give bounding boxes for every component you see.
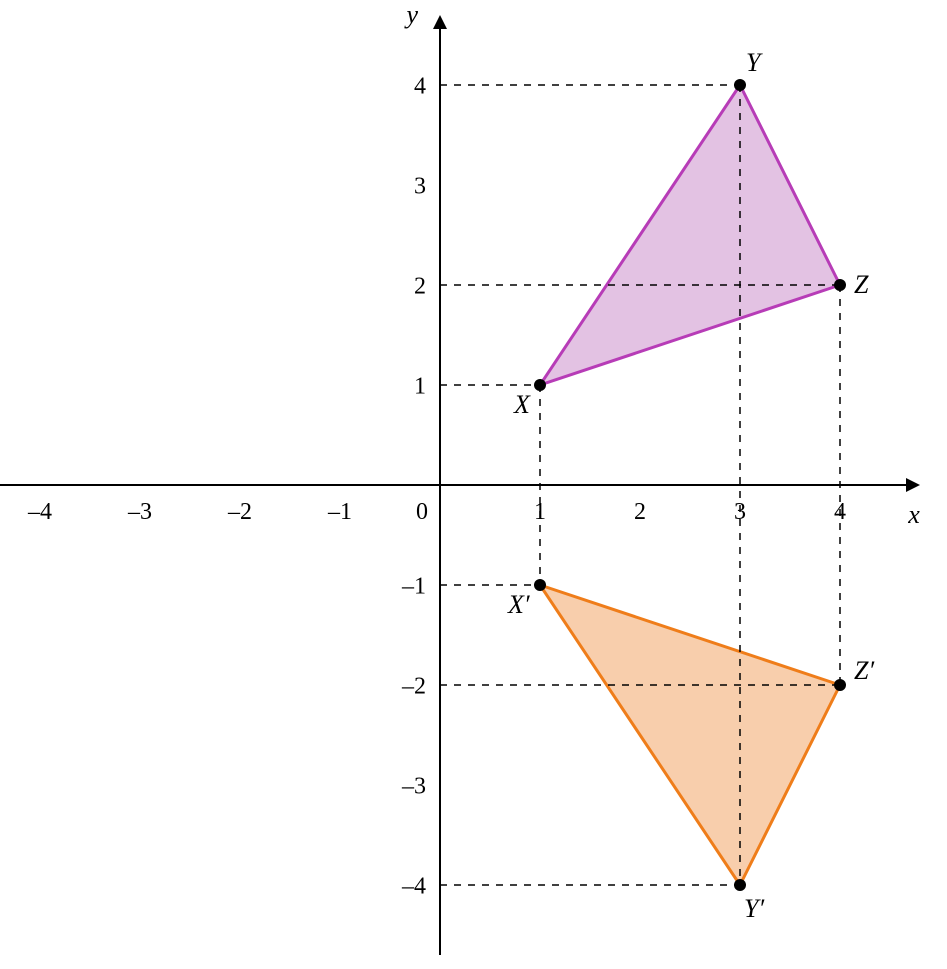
x-tick-label: –2 — [227, 499, 252, 525]
vertex-label-Z: Z — [854, 270, 869, 299]
y-tick-label: –4 — [401, 873, 426, 899]
x-axis-arrow — [906, 478, 920, 492]
y-tick-label: 2 — [414, 273, 426, 299]
x-tick-label: 1 — [534, 499, 546, 525]
x-axis-label: x — [907, 500, 920, 529]
point-Z — [834, 279, 846, 291]
triangle-XYZ — [540, 85, 840, 385]
y-tick-label: –1 — [401, 573, 426, 599]
x-tick-label: –1 — [327, 499, 352, 525]
x-tick-label: –4 — [27, 499, 52, 525]
triangle-XYZprime — [540, 585, 840, 885]
vertex-label-Zprime: Z′ — [854, 656, 874, 685]
point-X — [534, 379, 546, 391]
vertex-label-X: X — [513, 390, 531, 419]
y-axis-arrow — [433, 15, 447, 29]
chart-svg: xy–4–3–2–11234–4–3–2–112340XYZX′Y′Z′ — [0, 0, 947, 969]
coordinate-plane-chart: xy–4–3–2–11234–4–3–2–112340XYZX′Y′Z′ — [0, 0, 947, 969]
y-tick-label: 4 — [414, 73, 426, 99]
point-Yprime — [734, 879, 746, 891]
x-tick-label: 2 — [634, 499, 646, 525]
origin-label: 0 — [416, 499, 428, 525]
y-axis-label: y — [403, 0, 418, 29]
vertex-label-Y: Y — [746, 48, 763, 77]
point-Xprime — [534, 579, 546, 591]
x-tick-label: 4 — [834, 499, 846, 525]
axes-group: xy — [0, 0, 920, 955]
x-tick-label: –3 — [127, 499, 152, 525]
y-tick-label: –2 — [401, 673, 426, 699]
y-tick-label: –3 — [401, 773, 426, 799]
vertex-label-Yprime: Y′ — [744, 894, 764, 923]
x-tick-label: 3 — [734, 499, 746, 525]
point-Zprime — [834, 679, 846, 691]
y-tick-label: 1 — [414, 373, 426, 399]
y-tick-label: 3 — [414, 173, 426, 199]
vertex-label-Xprime: X′ — [507, 590, 530, 619]
point-Y — [734, 79, 746, 91]
